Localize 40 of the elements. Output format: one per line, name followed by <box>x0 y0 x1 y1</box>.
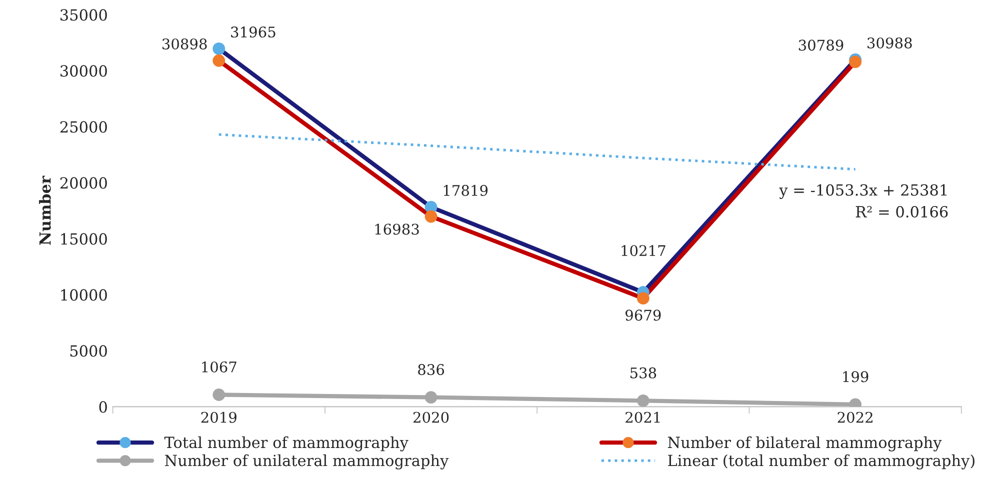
data-label: 31965 <box>231 26 276 38</box>
data-label: 9679 <box>626 310 661 321</box>
point <box>636 292 650 305</box>
legend-label: Number of bilateral mammography <box>668 436 942 452</box>
data-label: 30898 <box>162 38 207 50</box>
point <box>212 388 226 401</box>
data-label: 30988 <box>868 37 912 48</box>
legend-label: Number of unilateral mammography <box>164 454 449 470</box>
y-tick-label: 25000 <box>60 121 107 133</box>
point <box>212 54 226 67</box>
data-label: 30789 <box>798 40 844 51</box>
data-label: 1067 <box>202 361 236 372</box>
data-label: 538 <box>630 367 656 378</box>
point <box>849 56 862 68</box>
data-label: 16983 <box>375 224 419 235</box>
data-label: 836 <box>418 364 444 376</box>
data-label: 17819 <box>444 184 488 196</box>
legend-label: Linear (total number of mammography) <box>668 454 974 470</box>
x-tick-label: 2021 <box>626 412 660 423</box>
x-tick-label: 2020 <box>413 412 449 423</box>
point <box>636 394 650 407</box>
point <box>212 42 226 55</box>
y-tick-label: 20000 <box>60 177 107 189</box>
y-tick-label: 5000 <box>70 345 107 357</box>
y-tick-label: 15000 <box>61 233 107 245</box>
x-tick-label: 2019 <box>201 412 236 423</box>
y-tick-label: 30000 <box>60 65 107 77</box>
annotation: y = -1053.3x + 25381 <box>779 184 946 199</box>
line-series <box>218 133 857 171</box>
y-tick-label: 35000 <box>60 9 107 21</box>
y-tick-label: 0 <box>99 401 107 413</box>
point <box>424 210 438 223</box>
y-tick-label: 10000 <box>61 289 107 301</box>
y-axis-title: Number <box>39 176 51 245</box>
annotation: R² = 0.0166 <box>856 206 948 218</box>
data-label: 10217 <box>622 245 666 256</box>
x-tick-label: 2022 <box>838 412 872 423</box>
data-label: 199 <box>843 371 868 382</box>
point <box>424 391 438 404</box>
legend-label: Total number of mammography <box>164 436 408 452</box>
